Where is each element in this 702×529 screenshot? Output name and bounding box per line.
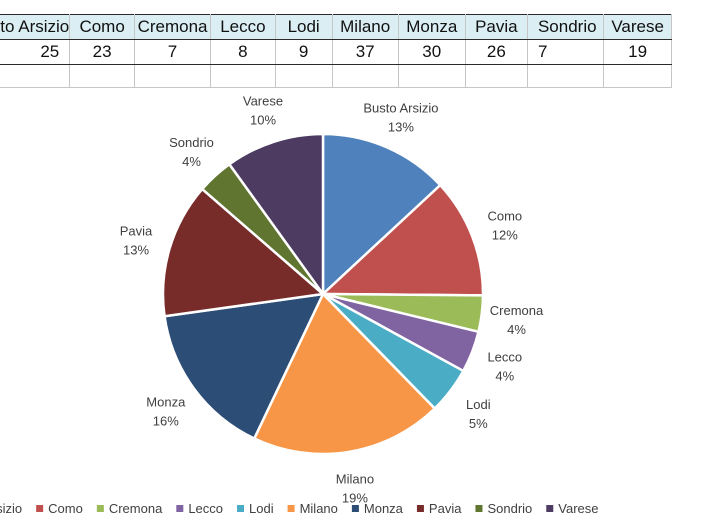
legend-label-milano: Milano (300, 501, 338, 516)
empty-cell[interactable] (331, 64, 399, 88)
legend-label-varese: Varese (558, 501, 598, 516)
slice-busto-arsizio[interactable] (321, 132, 442, 296)
data-label-como: Como 12% (487, 209, 522, 243)
slice-pavia[interactable] (161, 187, 325, 318)
legend-swatch-como (36, 505, 44, 512)
slice-como[interactable] (321, 183, 485, 297)
empty-cell[interactable] (526, 64, 605, 88)
value-cell[interactable]: 8 (210, 39, 276, 65)
data-label-lodi: Lodi 5% (466, 397, 491, 431)
legend-swatch-lecco (176, 505, 184, 512)
value-cell[interactable]: 7 (526, 39, 605, 65)
header-row: Busto Arsizio Como Cremona Lecco Lodi Mi… (0, 14, 672, 40)
header-cell[interactable]: Monza (397, 14, 466, 40)
legend-swatch-lodi (237, 505, 245, 512)
value-cell[interactable]: 37 (331, 39, 399, 65)
legend-swatch-monza (351, 505, 359, 512)
slice-monza[interactable] (163, 292, 325, 440)
header-cell[interactable]: Cremona (133, 14, 212, 40)
value-cell[interactable]: 9 (274, 39, 333, 65)
legend-label-pavia: Pavia (429, 501, 462, 516)
empty-cell[interactable] (69, 64, 135, 88)
legend-label-monza: Monza (364, 501, 404, 516)
data-label-cremona: Cremona 4% (490, 303, 544, 337)
spreadsheet-grid: Busto Arsizio Como Cremona Lecco Lodi Mi… (0, 0, 702, 90)
data-label-lecco: Lecco 4% (487, 350, 522, 384)
pie-slices (161, 132, 485, 456)
value-cell[interactable]: 19 (603, 39, 672, 65)
legend-label-busto-arsizio: Busto Arsizio (0, 501, 22, 516)
legend-swatch-milano (287, 505, 295, 512)
legend: Busto Arsizio Como Cremona Lecco Lodi Milano M… (0, 501, 599, 516)
empty-cell[interactable] (133, 64, 212, 88)
slice-varese[interactable] (228, 132, 325, 296)
value-cell[interactable]: 23 (69, 39, 135, 65)
data-label-sondrio: Sondrio 4% (169, 135, 214, 169)
header-cell[interactable]: Lodi (274, 14, 333, 40)
data-label-monza: Monza 16% (146, 394, 186, 428)
empty-cell[interactable] (603, 64, 672, 88)
data-labels: Busto Arsizio 13% Como 12% Cremona 4% Lecco 4% L… (120, 93, 544, 505)
value-cell[interactable]: 30 (397, 39, 466, 65)
header-cell[interactable]: Lecco (210, 14, 276, 40)
empty-cell[interactable] (274, 64, 333, 88)
data-label-milano: Milano 19% (336, 471, 374, 505)
data-label-busto-arsizio: Busto Arsizio 13% (363, 100, 438, 134)
header-cell[interactable]: Varese (603, 14, 672, 40)
legend-swatch-varese (546, 505, 554, 512)
header-cell[interactable]: Sondrio (526, 14, 605, 40)
empty-row (0, 64, 672, 88)
legend-label-como: Como (48, 501, 83, 516)
legend-label-lodi: Lodi (249, 501, 274, 516)
header-cell[interactable]: Como (69, 14, 135, 40)
empty-cell[interactable] (210, 64, 276, 88)
value-cell[interactable]: 26 (464, 39, 528, 65)
header-cell[interactable]: Milano (331, 14, 399, 40)
empty-cell[interactable] (464, 64, 528, 88)
value-cell[interactable]: 25 (0, 39, 71, 65)
data-label-varese: Varese 10% (243, 93, 283, 127)
legend-label-sondrio: Sondrio (487, 501, 532, 516)
header-cell[interactable]: Pavia (464, 14, 528, 40)
legend-swatch-pavia (416, 505, 424, 512)
slice-milano[interactable] (253, 292, 436, 456)
data-table: Busto Arsizio Como Cremona Lecco Lodi Mi… (0, 14, 672, 88)
empty-cell[interactable] (397, 64, 466, 88)
value-cell[interactable]: 7 (133, 39, 212, 65)
header-cell[interactable]: Busto Arsizio (0, 14, 71, 40)
legend-label-lecco: Lecco (188, 501, 223, 516)
legend-swatch-cremona (96, 505, 104, 512)
data-label-pavia: Pavia 13% (120, 224, 153, 258)
legend-swatch-sondrio (475, 505, 483, 512)
legend-label-cremona: Cremona (109, 501, 163, 516)
pie-chart[interactable]: Busto Arsizio 13% Como 12% Cremona 4% Lecco 4% L… (0, 90, 702, 529)
empty-cell[interactable] (0, 64, 71, 88)
value-row: 25 23 7 8 9 37 30 26 7 19 (0, 39, 672, 65)
